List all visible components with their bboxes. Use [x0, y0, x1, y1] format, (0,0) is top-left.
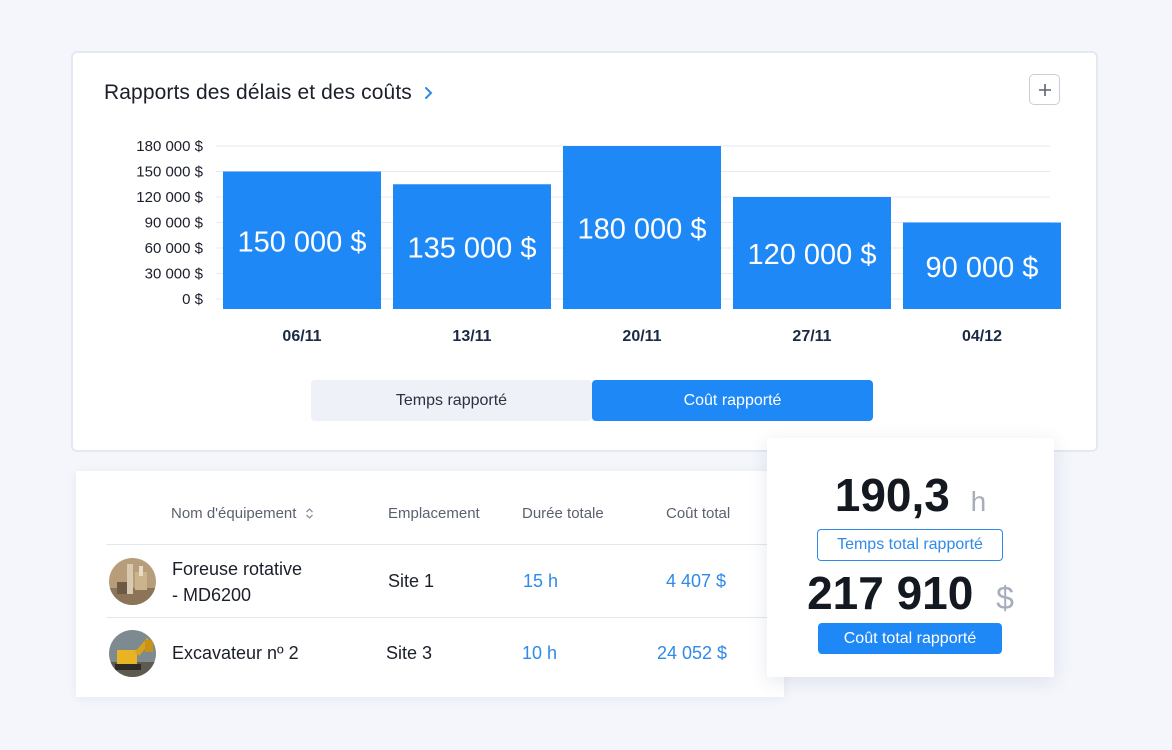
x-tick-label: 20/11 — [622, 328, 661, 345]
bar-data-label: 135 000 $ — [407, 233, 536, 265]
row-1-name-line1: Foreuse rotative — [172, 559, 303, 579]
row-2-location: Site 3 — [386, 643, 433, 663]
y-tick-label: 120 000 $ — [136, 189, 203, 206]
bar-data-label: 120 000 $ — [747, 239, 876, 271]
cost-bar-chart: 0 $ 30 000 $ 60 000 $ 90 000 $ 120 000 $ 150 … — [136, 138, 1061, 345]
total-hours-label: Temps total rapporté — [817, 529, 1003, 561]
excavator-avatar — [109, 630, 156, 677]
bar-data-label: 150 000 $ — [237, 226, 366, 258]
header-equipment-name[interactable]: Nom d'équipement — [171, 505, 314, 522]
bar — [393, 184, 551, 309]
bar — [733, 197, 891, 309]
header-duration: Durée totale — [522, 505, 604, 522]
total-cost: 217 910 $ — [767, 566, 1054, 620]
plus-icon — [1038, 83, 1051, 96]
bar — [223, 171, 381, 309]
row-1-cost[interactable]: 4 407 $ — [666, 571, 727, 591]
bar — [563, 146, 721, 309]
summary-card: 190,3 h Temps total rapporté 217 910 $ C… — [767, 438, 1054, 677]
row-1-name-line2: - MD6200 — [172, 585, 252, 605]
toggle-cost-reported[interactable]: Coût rapporté — [592, 380, 873, 421]
report-toggle: Temps rapporté Coût rapporté — [311, 380, 873, 421]
y-tick-label: 30 000 $ — [145, 266, 204, 283]
x-tick-label: 04/12 — [962, 328, 1002, 345]
row-2-duration[interactable]: 10 h — [522, 643, 558, 663]
bar-data-label: 180 000 $ — [577, 214, 706, 246]
drill-avatar — [109, 558, 156, 605]
row-1-duration[interactable]: 15 h — [523, 571, 559, 591]
report-card: Rapports des délais et des coûts 0 $ 30 0… — [71, 51, 1098, 452]
header-location: Emplacement — [388, 505, 480, 522]
y-tick-label: 0 $ — [182, 291, 204, 308]
add-button[interactable] — [1029, 74, 1060, 105]
header-equipment-name-label: Nom d'équipement — [171, 505, 297, 522]
sort-icon[interactable] — [305, 507, 314, 520]
header-cost: Coût total — [666, 505, 731, 522]
row-divider — [106, 617, 784, 618]
row-1-name: Foreuse rotative - MD6200 — [172, 556, 302, 608]
bar-data-label: 90 000 $ — [926, 252, 1039, 284]
report-title-link[interactable]: Rapports des délais et des coûts — [104, 81, 434, 105]
x-tick-label: 27/11 — [792, 328, 831, 345]
report-title[interactable]: Rapports des délais et des coûts — [104, 81, 412, 104]
bar — [903, 222, 1061, 309]
row-1-location: Site 1 — [388, 571, 435, 591]
total-hours: 190,3 h — [767, 468, 1054, 522]
total-cost-unit: $ — [996, 580, 1014, 616]
total-hours-unit: h — [970, 486, 987, 517]
y-tick-label: 60 000 $ — [145, 240, 204, 257]
row-2-name: Excavateur nº 2 — [172, 643, 299, 663]
total-cost-label: Coût total rapporté — [818, 623, 1002, 654]
x-tick-label: 06/11 — [282, 328, 321, 345]
chevron-right-icon[interactable] — [424, 86, 434, 100]
row-divider — [106, 544, 784, 545]
total-cost-value: 217 910 — [807, 567, 974, 619]
x-tick-label: 13/11 — [452, 328, 491, 345]
y-tick-label: 150 000 $ — [136, 164, 203, 181]
total-hours-value: 190,3 — [834, 469, 950, 521]
toggle-time-reported[interactable]: Temps rapporté — [311, 380, 592, 421]
y-tick-label: 180 000 $ — [136, 138, 203, 155]
row-2-cost[interactable]: 24 052 $ — [657, 643, 728, 663]
y-tick-label: 90 000 $ — [145, 215, 204, 232]
equipment-table: Nom d'équipement Emplacement Durée total… — [76, 471, 784, 697]
